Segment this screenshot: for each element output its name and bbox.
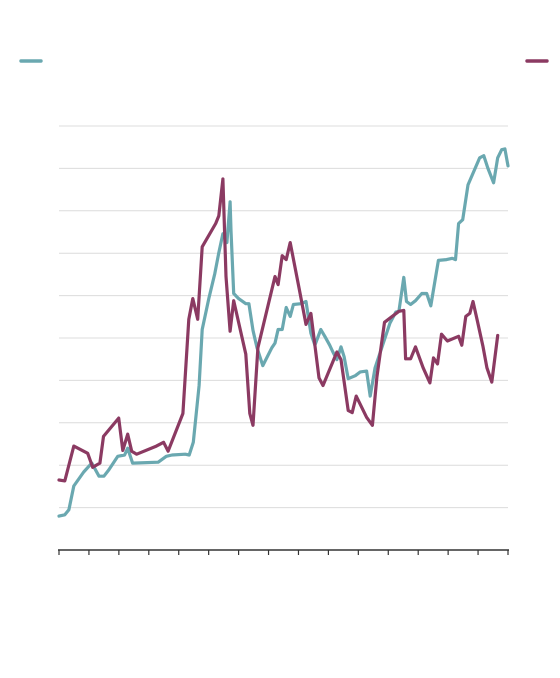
x-axis [58, 549, 509, 555]
chart-series [57, 147, 510, 518]
series-line-1 [57, 147, 510, 518]
chart-gridlines [59, 125, 508, 509]
series-line-2 [57, 177, 500, 483]
